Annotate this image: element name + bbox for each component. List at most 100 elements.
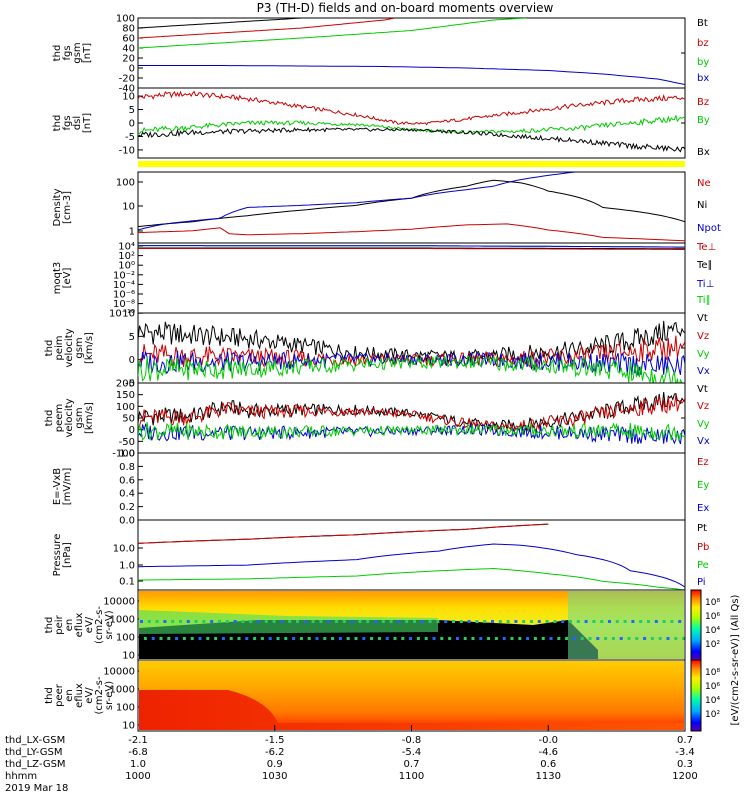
y-tick-label: 10000	[103, 597, 135, 608]
speckle	[241, 620, 245, 623]
speckle	[296, 620, 299, 623]
y-tick-label: 10000	[103, 667, 135, 678]
speckle	[358, 620, 362, 623]
speckle	[666, 637, 670, 640]
y-axis-label: moqt3	[52, 262, 63, 295]
series-Vy	[138, 355, 685, 383]
series-By	[138, 114, 685, 135]
x-tick-label: 1200	[672, 771, 697, 782]
speckle	[221, 637, 225, 640]
speckle	[381, 620, 385, 623]
colorbar-tick: 10⁴	[705, 696, 720, 706]
speckle	[163, 620, 167, 623]
y-tick-label: -50	[119, 437, 135, 448]
legend-Vt: Vt	[697, 313, 708, 324]
speckle	[179, 620, 182, 623]
colorbar-label: [eV/(cm2-s-sr-eV)] (All Qs)	[730, 594, 741, 725]
speckle	[498, 620, 502, 623]
x-row-label: thd_LZ-GSM	[5, 759, 66, 770]
y-tick-label: 0	[129, 64, 135, 75]
speckle	[537, 620, 541, 623]
speckle	[155, 620, 159, 623]
y-tick-label: 60	[122, 34, 135, 45]
speckle	[198, 637, 202, 640]
y-axis-label: gsm	[74, 337, 85, 358]
speckle	[467, 620, 471, 623]
speckle	[643, 637, 647, 640]
speckle	[533, 637, 537, 640]
speckle	[588, 637, 592, 640]
legend-Ex: Ex	[697, 503, 709, 514]
speckle	[650, 637, 654, 640]
y-tick-label: 1.0	[119, 449, 135, 460]
y-axis-label: thd	[52, 115, 63, 132]
colorbar-tick: 10²	[705, 710, 720, 720]
y-axis-label: thd	[52, 45, 63, 62]
speckle	[140, 620, 143, 623]
speckle	[249, 620, 253, 623]
colorbar-tick: 10⁶	[705, 682, 720, 692]
y-axis-label: eflux	[74, 613, 85, 638]
speckle	[374, 620, 377, 623]
y-axis-label: [nT]	[82, 43, 93, 63]
speckle	[452, 620, 455, 623]
speckle	[455, 637, 459, 640]
speckle	[147, 620, 151, 623]
y-tick-label: 0	[129, 425, 135, 436]
speckle	[565, 637, 569, 640]
speckle	[572, 637, 576, 640]
panel-fgs_dsl: 10 5 0 -5 -10 thd fgs dsl [nT] Bz By Bx	[52, 87, 710, 159]
y-tick-label: -20	[119, 74, 135, 85]
x-axis-layer: thd_LX-GSM -2.1 -1.5 -0.8 -0.0 0.7 thd_LY-GSM -…	[5, 725, 698, 794]
speckle	[600, 620, 604, 623]
legend-Ni: Ni	[697, 200, 707, 211]
x-tick-label: 1.0	[130, 759, 146, 770]
speckle	[338, 637, 342, 640]
speckle	[576, 620, 580, 623]
y-tick-label: 10	[122, 721, 135, 732]
y-tick-label: 10⁰	[118, 261, 135, 272]
y-tick-label: 10²	[118, 251, 135, 262]
x-tick-label: -0.0	[538, 735, 558, 746]
speckle	[658, 637, 662, 640]
y-axis-label: fgs	[62, 45, 73, 60]
y-axis-label: dsl	[72, 116, 83, 130]
speckle	[350, 620, 354, 623]
speckle	[440, 637, 444, 640]
legend-Ti⊥: Ti⊥	[696, 279, 714, 290]
legend-by: by	[697, 57, 709, 68]
speckle	[323, 637, 327, 640]
speckle	[553, 620, 557, 623]
speckle	[569, 620, 572, 623]
yellow-flag-bar	[138, 161, 685, 167]
speckle	[420, 620, 424, 623]
series-Bt	[138, 18, 312, 29]
y-axis-label: [cm-3]	[62, 191, 73, 224]
y-tick-label: 0.0	[119, 516, 135, 527]
y-axis-label: (cm2-s-	[94, 676, 105, 714]
speckle	[143, 637, 147, 640]
y-tick-label: 1000	[110, 685, 135, 696]
speckle	[627, 637, 631, 640]
series-Vz	[138, 394, 685, 433]
y-axis-label: peir	[54, 614, 65, 634]
series-Ni	[138, 179, 685, 228]
speckle	[175, 637, 179, 640]
speckle	[662, 620, 666, 623]
x-tick-label: -4.6	[538, 747, 558, 758]
y-axis-label: peem	[54, 404, 65, 432]
y-axis-label: sr-eV)	[104, 681, 115, 710]
speckle	[514, 620, 518, 623]
series-Pb	[138, 523, 549, 544]
y-tick-label: 5	[129, 105, 135, 116]
speckle	[428, 620, 432, 623]
speckle	[611, 637, 615, 640]
panel-frame	[137, 452, 686, 521]
y-tick-label: 0.1	[119, 577, 135, 588]
x-tick-label: -1.5	[265, 735, 285, 746]
colorbar	[690, 659, 702, 732]
series-Bx	[138, 126, 685, 153]
